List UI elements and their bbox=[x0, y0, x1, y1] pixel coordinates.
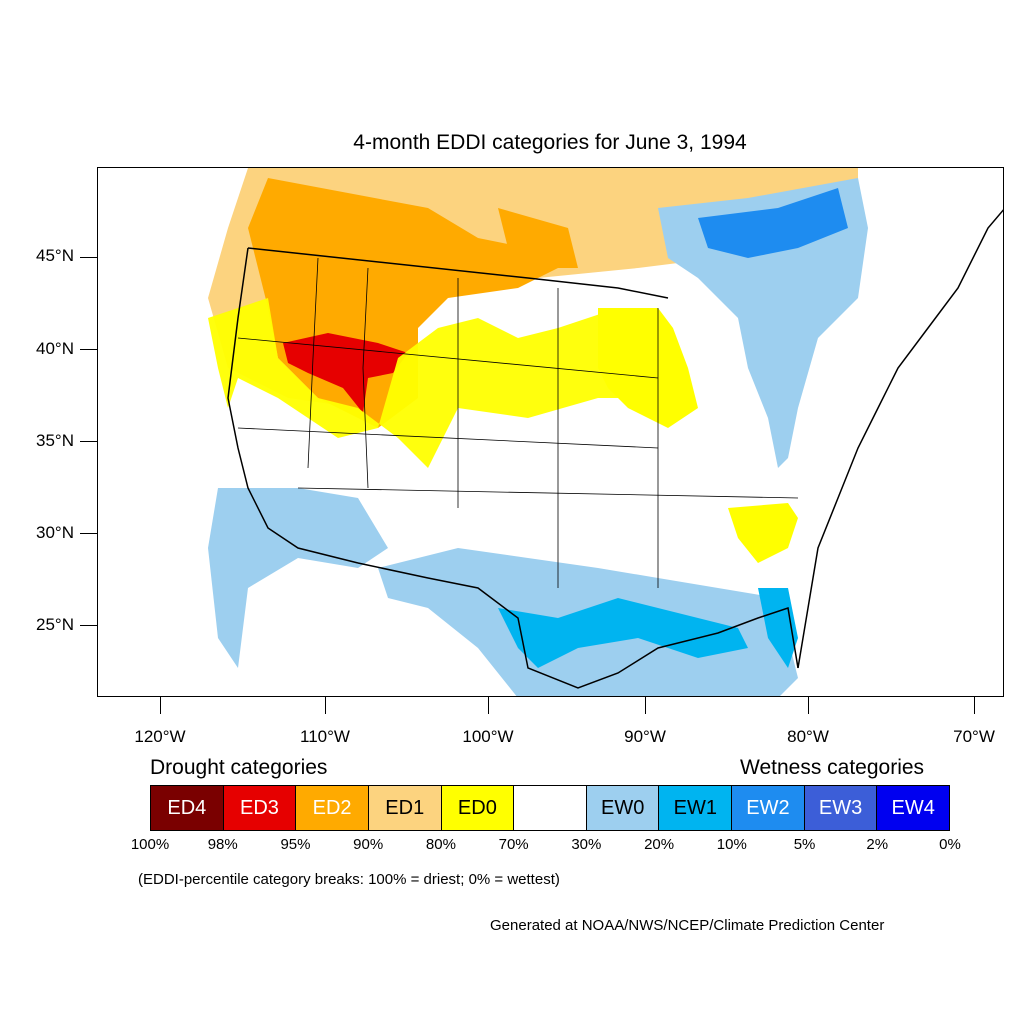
lon-label-120: 120°W bbox=[134, 727, 186, 746]
legend-box-ed2: ED2 bbox=[296, 786, 369, 830]
legend-break-label: 2% bbox=[866, 836, 889, 853]
lon-tick-120 bbox=[160, 697, 161, 714]
lat-tick-40 bbox=[80, 349, 97, 350]
category-footnote: (EDDI-percentile category breaks: 100% =… bbox=[138, 871, 560, 888]
wetness-region-southwest bbox=[208, 488, 388, 668]
wetness-region-gulf-ew1 bbox=[498, 598, 748, 668]
eddi-map-canvas bbox=[208, 168, 1003, 696]
legend-break-label: 0% bbox=[939, 836, 961, 853]
drought-region-ed0-lakes bbox=[598, 308, 698, 428]
legend-box-ed4: ED4 bbox=[151, 786, 224, 830]
lon-label-90: 90°W bbox=[624, 727, 666, 746]
map-title: 4-month EDDI categories for June 3, 1994 bbox=[353, 131, 747, 154]
legend-box-ew2: EW2 bbox=[732, 786, 805, 830]
lat-tick-25 bbox=[80, 625, 97, 626]
legend-box-ew3: EW3 bbox=[804, 786, 878, 830]
lat-tick-45 bbox=[80, 257, 97, 258]
legend-box-ed1: ED1 bbox=[368, 786, 442, 830]
legend-box-ed0: ED0 bbox=[441, 786, 515, 830]
state-borders bbox=[237, 257, 799, 588]
legend-box-ew4: EW4 bbox=[877, 786, 950, 830]
legend-box-ed3: ED3 bbox=[223, 786, 297, 830]
legend-break-label: 100% bbox=[130, 836, 170, 853]
legend-break-label: 95% bbox=[280, 836, 311, 853]
legend-break-label: 70% bbox=[498, 836, 529, 853]
lat-label-25: 25°N bbox=[36, 615, 74, 634]
lon-label-80: 80°W bbox=[787, 727, 829, 746]
drought-region-ed0-carolinas bbox=[728, 503, 798, 563]
legend-break-label: 98% bbox=[207, 836, 238, 853]
category-legend: ED4 ED3 ED2 ED1 ED0 EW0 EW1 EW2 EW3 EW4 bbox=[150, 785, 950, 831]
lat-label-40: 40°N bbox=[36, 339, 74, 358]
lat-label-45: 45°N bbox=[36, 246, 74, 265]
legend-break-label: 30% bbox=[571, 836, 602, 853]
lon-tick-80 bbox=[808, 697, 809, 714]
drought-region-ed2-north bbox=[498, 208, 578, 268]
map-panel bbox=[97, 167, 1004, 697]
lon-tick-90 bbox=[645, 697, 646, 714]
lon-tick-70 bbox=[974, 697, 975, 714]
lon-label-70: 70°W bbox=[953, 727, 995, 746]
credit-line: Generated at NOAA/NWS/NCEP/Climate Predi… bbox=[490, 917, 885, 934]
wetness-categories-heading: Wetness categories bbox=[740, 756, 925, 779]
legend-box-ew1: EW1 bbox=[659, 786, 733, 830]
drought-categories-heading: Drought categories bbox=[150, 756, 328, 779]
lon-label-110: 110°W bbox=[300, 727, 350, 746]
drought-region-ed3 bbox=[283, 333, 408, 413]
lon-label-100: 100°W bbox=[462, 727, 514, 746]
legend-break-label: 80% bbox=[425, 836, 456, 853]
lon-tick-110 bbox=[325, 697, 326, 714]
lat-label-30: 30°N bbox=[36, 523, 74, 542]
lat-tick-30 bbox=[80, 533, 97, 534]
drought-region-ed0-plains bbox=[208, 298, 658, 468]
lon-tick-100 bbox=[488, 697, 489, 714]
legend-break-label: 5% bbox=[793, 836, 816, 853]
lat-tick-35 bbox=[80, 441, 97, 442]
coastlines bbox=[227, 209, 1003, 689]
wetness-region-northeast bbox=[658, 178, 868, 468]
legend-box-ew0: EW0 bbox=[586, 786, 660, 830]
legend-break-label: 10% bbox=[716, 836, 747, 853]
wetness-region-northeast-ew1 bbox=[698, 188, 848, 258]
legend-break-label: 90% bbox=[353, 836, 384, 853]
lat-label-35: 35°N bbox=[36, 431, 74, 450]
legend-box-neutral bbox=[514, 786, 587, 830]
legend-break-label: 20% bbox=[644, 836, 675, 853]
